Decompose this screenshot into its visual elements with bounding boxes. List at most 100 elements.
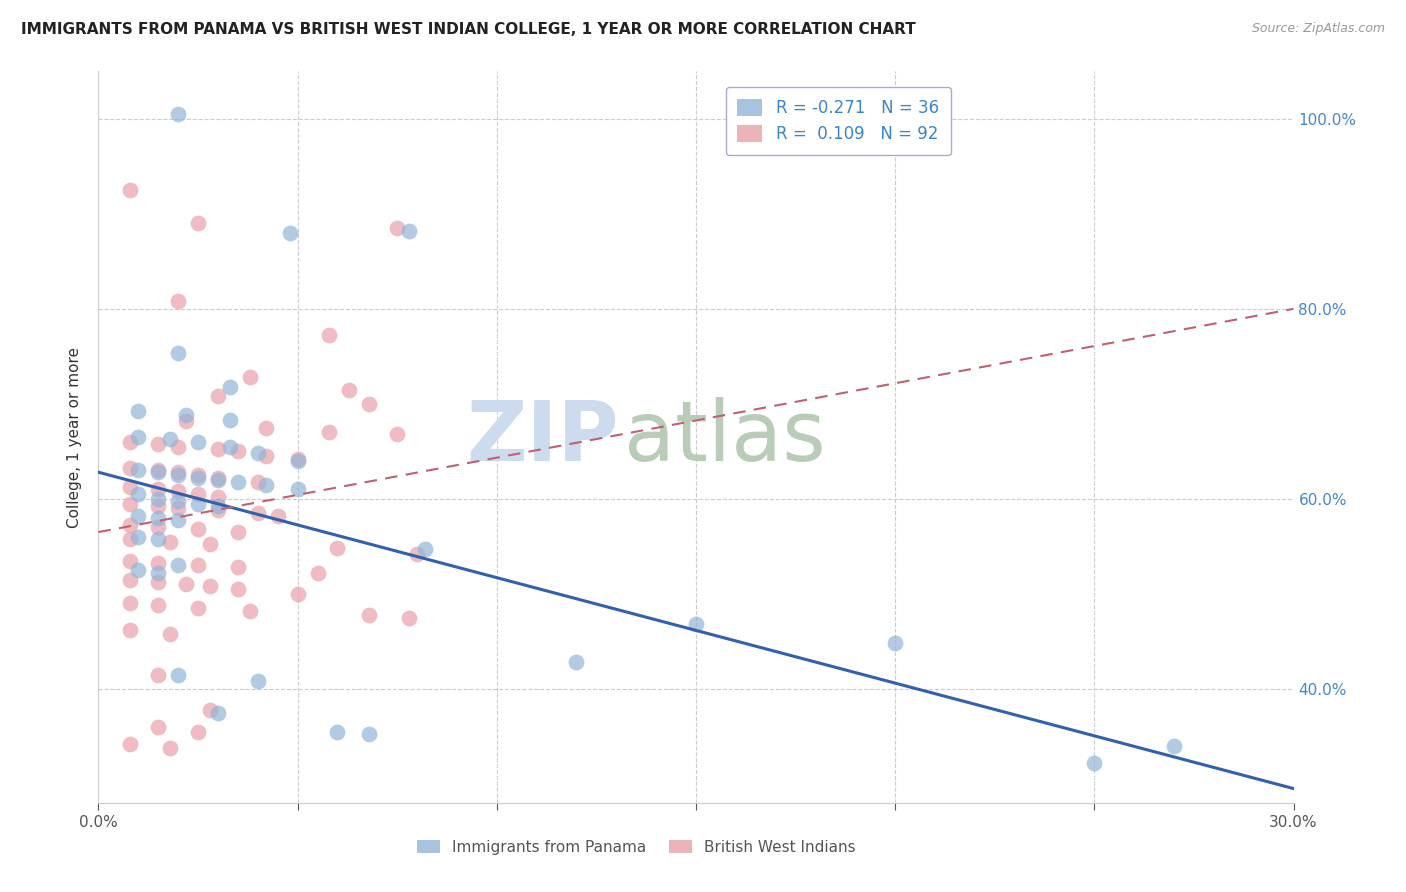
Point (246, 674, 269, 689)
Point (207, 706, 229, 720)
Point (167, 440, 190, 454)
Point (385, 221, 409, 235)
Point (398, 610, 420, 624)
Point (148, 511, 170, 525)
Point (1083, 756, 1105, 770)
Point (159, 534, 181, 549)
Point (148, 500, 170, 514)
Point (359, 607, 381, 622)
Point (120, 737, 142, 751)
Point (267, 508, 290, 523)
Point (207, 389, 229, 403)
Point (120, 480, 142, 494)
Point (148, 532, 170, 546)
Point (120, 183, 142, 197)
Point (148, 483, 170, 497)
Point (226, 475, 249, 489)
Point (187, 601, 209, 615)
Point (148, 575, 170, 590)
Point (167, 346, 190, 360)
Point (120, 434, 142, 449)
Point (287, 451, 309, 466)
Point (226, 582, 249, 596)
Point (187, 216, 209, 230)
Point (167, 107, 190, 121)
Point (207, 490, 229, 504)
Point (174, 409, 197, 423)
Point (148, 465, 170, 479)
Point (198, 537, 221, 551)
Point (159, 626, 181, 640)
Point (287, 483, 309, 497)
Point (359, 397, 381, 411)
Point (1163, 739, 1185, 753)
Point (385, 427, 409, 442)
Point (326, 541, 349, 556)
Point (167, 513, 190, 527)
Point (239, 370, 262, 384)
Point (246, 506, 269, 520)
Point (120, 518, 142, 533)
Point (307, 566, 329, 580)
Point (326, 724, 349, 739)
Point (159, 740, 181, 755)
Point (226, 560, 249, 574)
Point (207, 503, 229, 517)
Point (127, 508, 149, 523)
Point (226, 444, 249, 458)
Point (359, 727, 381, 741)
Point (148, 436, 170, 450)
Point (148, 491, 170, 506)
Point (167, 465, 190, 479)
Point (187, 487, 209, 501)
Point (207, 471, 229, 485)
Point (219, 440, 242, 454)
Point (187, 522, 209, 536)
Point (226, 524, 249, 539)
Point (187, 724, 209, 739)
Point (685, 617, 707, 632)
Point (254, 420, 277, 434)
Point (287, 587, 309, 601)
Point (565, 655, 588, 669)
Point (148, 598, 170, 612)
Point (207, 442, 229, 457)
Point (219, 380, 242, 394)
Point (148, 566, 170, 580)
Legend: Immigrants from Panama, British West Indians: Immigrants from Panama, British West Ind… (411, 834, 862, 861)
Point (159, 432, 181, 446)
Point (174, 577, 197, 591)
Point (174, 414, 197, 428)
Point (167, 667, 190, 681)
Point (148, 667, 170, 681)
Point (339, 383, 361, 397)
Point (207, 500, 229, 514)
Point (187, 558, 209, 573)
Point (254, 477, 277, 491)
Point (127, 530, 149, 544)
Point (187, 497, 209, 511)
Point (318, 425, 340, 440)
Point (413, 542, 436, 557)
Point (120, 532, 142, 546)
Point (187, 471, 209, 485)
Text: Source: ZipAtlas.com: Source: ZipAtlas.com (1251, 22, 1385, 36)
Point (148, 720, 170, 734)
Point (187, 434, 209, 449)
Point (167, 468, 190, 483)
Point (120, 497, 142, 511)
Point (278, 226, 301, 240)
Text: atlas: atlas (624, 397, 825, 477)
Point (187, 468, 209, 483)
Text: IMMIGRANTS FROM PANAMA VS BRITISH WEST INDIAN COLLEGE, 1 YEAR OR MORE CORRELATIO: IMMIGRANTS FROM PANAMA VS BRITISH WEST I… (21, 22, 915, 37)
Point (884, 636, 907, 650)
Point (167, 294, 190, 309)
Point (127, 487, 149, 501)
Point (127, 563, 149, 577)
Point (120, 596, 142, 610)
Text: ZIP: ZIP (465, 397, 619, 477)
Point (148, 557, 170, 571)
Point (120, 623, 142, 637)
Point (167, 501, 190, 516)
Point (219, 413, 242, 427)
